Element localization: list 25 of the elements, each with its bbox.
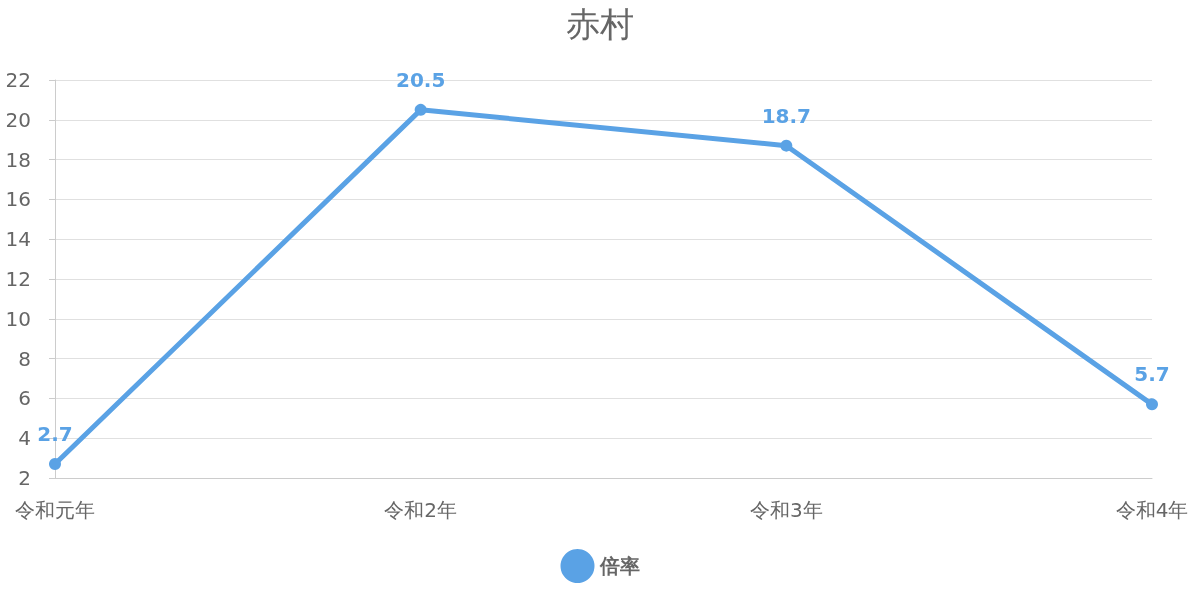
y-tick-label: 18	[5, 147, 31, 172]
data-label: 20.5	[395, 67, 446, 92]
point	[780, 139, 793, 152]
point	[1146, 398, 1158, 411]
y-tick-label: 4	[18, 426, 31, 451]
x-tick-label: 令和3年	[749, 498, 823, 522]
y-tick-label: 14	[5, 227, 31, 252]
y-tick-label: 20	[5, 107, 31, 132]
point	[49, 458, 61, 471]
chart-title: 赤村	[566, 4, 634, 44]
y-tick-label: 16	[5, 187, 31, 212]
x-tick-label: 令和元年	[15, 498, 95, 522]
data-label: 18.7	[761, 103, 812, 128]
y-tick-label: 22	[5, 68, 31, 92]
legend-label: 倍率	[598, 554, 640, 578]
x-tick-label: 令和4年	[1115, 498, 1189, 522]
data-label: 5.7	[1134, 362, 1170, 387]
y-tick-label: 8	[18, 346, 31, 371]
point	[414, 103, 427, 116]
y-tick-label: 2	[18, 466, 31, 490]
x-tick-label: 令和2年	[384, 498, 458, 522]
y-tick-label: 10	[5, 306, 31, 331]
y-tick-label: 6	[18, 386, 31, 411]
y-tick-label: 12	[5, 267, 31, 291]
data-label: 2.7	[37, 422, 73, 447]
